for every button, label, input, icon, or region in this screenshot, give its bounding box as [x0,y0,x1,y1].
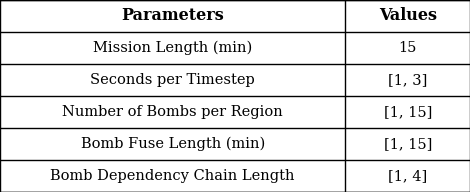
Text: [1, 3]: [1, 3] [388,73,427,87]
Text: [1, 15]: [1, 15] [384,137,432,151]
Text: Number of Bombs per Region: Number of Bombs per Region [63,105,283,119]
Text: Values: Values [379,7,437,25]
Text: 15: 15 [399,41,417,55]
Text: Bomb Dependency Chain Length: Bomb Dependency Chain Length [50,169,295,183]
Text: Parameters: Parameters [121,7,224,25]
Text: Bomb Fuse Length (min): Bomb Fuse Length (min) [80,137,265,151]
Text: Mission Length (min): Mission Length (min) [93,41,252,55]
Text: [1, 15]: [1, 15] [384,105,432,119]
Text: [1, 4]: [1, 4] [388,169,427,183]
Text: Seconds per Timestep: Seconds per Timestep [90,73,255,87]
